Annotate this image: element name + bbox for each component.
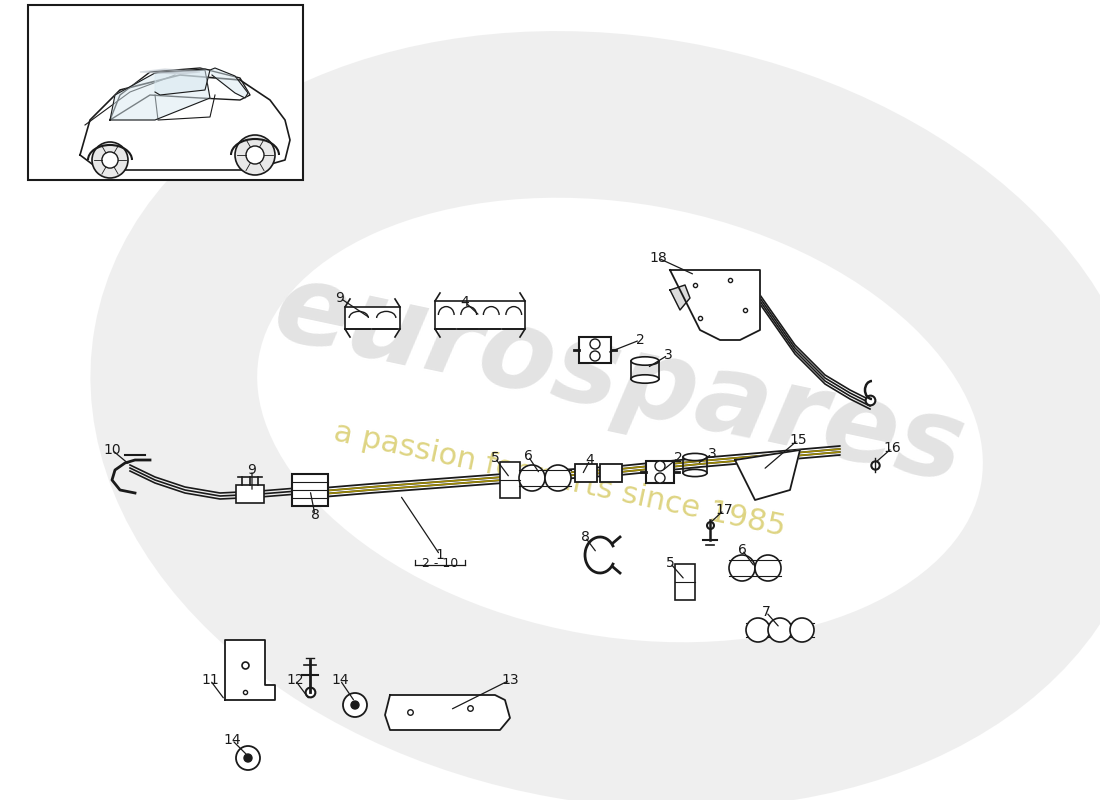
Text: eurospares: eurospares xyxy=(265,254,975,506)
Circle shape xyxy=(544,465,571,491)
Polygon shape xyxy=(210,68,248,98)
Bar xyxy=(434,301,525,329)
Text: a passion for parts since 1985: a passion for parts since 1985 xyxy=(331,418,789,542)
Text: 14: 14 xyxy=(331,673,349,687)
Polygon shape xyxy=(80,75,290,170)
Text: 5: 5 xyxy=(491,451,499,465)
Circle shape xyxy=(102,152,118,168)
Circle shape xyxy=(746,618,770,642)
Text: 2 - 10: 2 - 10 xyxy=(422,557,458,570)
Polygon shape xyxy=(385,695,510,730)
Ellipse shape xyxy=(683,470,707,477)
Circle shape xyxy=(654,473,666,483)
Polygon shape xyxy=(670,270,760,340)
Text: 11: 11 xyxy=(201,673,219,687)
Ellipse shape xyxy=(631,357,659,365)
Bar xyxy=(746,623,814,637)
Ellipse shape xyxy=(683,454,707,461)
Circle shape xyxy=(236,746,260,770)
Circle shape xyxy=(235,135,275,175)
Circle shape xyxy=(92,142,128,178)
Text: 2: 2 xyxy=(636,333,645,347)
Circle shape xyxy=(590,351,600,361)
Text: 10: 10 xyxy=(103,443,121,457)
Text: 14: 14 xyxy=(223,733,241,747)
Text: 8: 8 xyxy=(310,508,319,522)
Circle shape xyxy=(519,465,544,491)
Bar xyxy=(236,485,264,503)
Circle shape xyxy=(790,618,814,642)
Polygon shape xyxy=(110,70,210,120)
Circle shape xyxy=(768,618,792,642)
Circle shape xyxy=(246,146,264,164)
Bar xyxy=(519,470,571,486)
Circle shape xyxy=(343,693,367,717)
Circle shape xyxy=(729,555,755,581)
Bar xyxy=(729,560,781,576)
Circle shape xyxy=(244,754,252,762)
Text: 6: 6 xyxy=(524,449,532,463)
Text: 5: 5 xyxy=(666,556,674,570)
Text: 15: 15 xyxy=(789,433,806,447)
Circle shape xyxy=(654,461,666,471)
Text: 7: 7 xyxy=(761,605,770,619)
Text: 16: 16 xyxy=(883,441,901,455)
Bar xyxy=(500,462,520,498)
Text: 9: 9 xyxy=(248,463,256,477)
Bar xyxy=(675,564,695,600)
Text: 9: 9 xyxy=(336,291,344,305)
Polygon shape xyxy=(670,285,690,310)
Text: 12: 12 xyxy=(286,673,304,687)
Polygon shape xyxy=(226,640,275,700)
Text: 3: 3 xyxy=(707,447,716,461)
Polygon shape xyxy=(735,450,800,500)
Circle shape xyxy=(755,555,781,581)
Bar xyxy=(292,474,328,506)
Bar xyxy=(646,461,674,483)
Text: 4: 4 xyxy=(461,295,470,309)
Text: 4: 4 xyxy=(585,453,594,467)
Bar xyxy=(28,5,302,180)
Bar xyxy=(345,307,400,329)
Bar xyxy=(579,337,610,363)
Text: 18: 18 xyxy=(649,251,667,265)
Text: 8: 8 xyxy=(581,530,590,544)
Text: 1: 1 xyxy=(436,548,444,562)
Ellipse shape xyxy=(631,374,659,383)
Circle shape xyxy=(351,701,359,709)
Bar xyxy=(600,464,621,482)
Text: 3: 3 xyxy=(663,348,672,362)
Circle shape xyxy=(590,339,600,349)
Text: 6: 6 xyxy=(738,543,747,557)
Polygon shape xyxy=(155,69,210,95)
Text: 2: 2 xyxy=(673,451,682,465)
Text: 13: 13 xyxy=(502,673,519,687)
Text: 17: 17 xyxy=(715,503,733,517)
Bar xyxy=(575,464,597,482)
Polygon shape xyxy=(140,69,200,74)
